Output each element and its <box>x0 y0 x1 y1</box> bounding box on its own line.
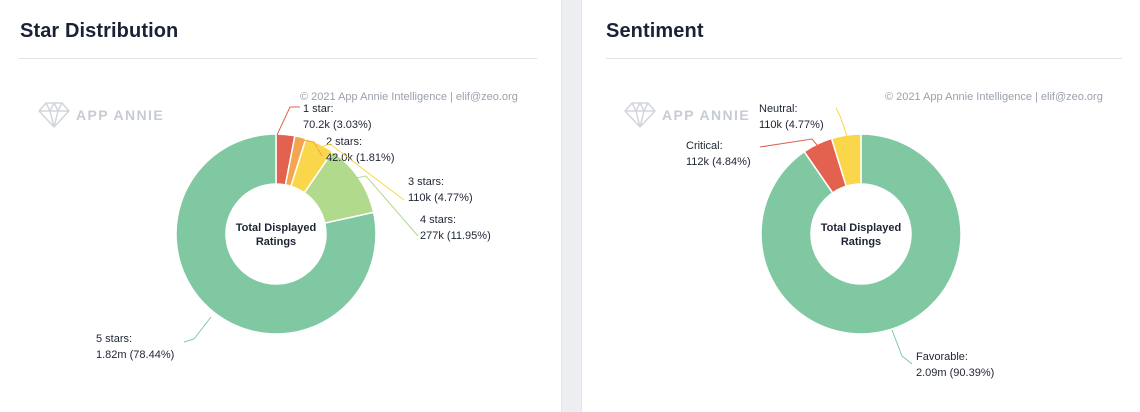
diamond-logo-icon <box>624 102 656 128</box>
leader-line-3-stars <box>314 143 405 201</box>
slice-labels: Favorable: 2.09m (90.39%) Critical: 112k (4… <box>686 103 994 379</box>
app-annie-watermark: APP ANNIE <box>38 100 164 130</box>
watermark-text: APP ANNIE <box>76 107 165 123</box>
star-distribution-card: Star Distribution APP ANNIE © 2021 App A… <box>0 0 562 412</box>
slice-label-4-stars: 4 stars: <box>420 214 456 226</box>
slice-label-neutral: Neutral: <box>759 103 798 115</box>
slice-5-stars[interactable] <box>175 133 377 335</box>
copyright-text: © 2021 App Annie Intelligence | elif@zeo… <box>300 91 518 103</box>
slice-value-1-star: 70.2k (3.03%) <box>303 119 371 131</box>
donut-slices <box>760 133 962 335</box>
card-title: Star Distribution <box>20 20 179 42</box>
copyright-text: © 2021 App Annie Intelligence | elif@zeo… <box>885 91 1103 103</box>
app-annie-watermark: APP ANNIE <box>624 100 750 130</box>
leader-line-5-stars <box>183 316 212 343</box>
leader-line-favorable <box>891 329 913 365</box>
slice-favorable[interactable] <box>760 133 962 335</box>
slice-neutral[interactable] <box>830 133 862 188</box>
slice-value-critical: 112k (4.84%) <box>686 156 751 168</box>
leader-line-2-stars <box>294 138 323 157</box>
divider <box>19 58 537 59</box>
slice-value-2-stars: 42.0k (1.81%) <box>326 152 394 164</box>
leader-line-4-stars <box>355 175 419 237</box>
slice-value-favorable: 2.09m (90.39%) <box>916 367 994 379</box>
leader-line-neutral <box>835 107 848 137</box>
sentiment-chart: Favorable: 2.09m (90.39%) Critical: 112k (4… <box>686 103 994 379</box>
sentiment-card: Sentiment APP ANNIE © 2021 App Annie Int… <box>581 0 1140 412</box>
star-distribution-chart: 1 star: 70.2k (3.03%) 2 stars: 42.0k (1.81%… <box>96 103 491 361</box>
center-label-line-2: Ratings <box>841 236 881 248</box>
slice-label-2-stars: 2 stars: <box>326 136 362 148</box>
slice-label-favorable: Favorable: <box>916 351 968 363</box>
center-label-line-1: Total Displayed <box>236 222 316 234</box>
center-label-line-1: Total Displayed <box>821 222 901 234</box>
diamond-logo-icon <box>38 102 70 128</box>
watermark-text: APP ANNIE <box>662 107 751 123</box>
leader-line-critical <box>759 138 818 148</box>
leader-line-1-star <box>276 106 300 136</box>
slice-label-3-stars: 3 stars: <box>408 176 444 188</box>
slice-value-3-stars: 110k (4.77%) <box>408 192 473 204</box>
slice-value-neutral: 110k (4.77%) <box>759 119 824 131</box>
slice-label-1-star: 1 star: <box>303 103 334 115</box>
divider <box>606 58 1122 59</box>
donut-slices <box>175 133 377 335</box>
card-title: Sentiment <box>606 20 704 42</box>
slice-label-critical: Critical: <box>686 140 723 152</box>
slice-value-5-stars: 1.82m (78.44%) <box>96 349 174 361</box>
slice-label-5-stars: 5 stars: <box>96 333 132 345</box>
slice-value-4-stars: 277k (11.95%) <box>420 230 491 242</box>
center-label-line-2: Ratings <box>256 236 296 248</box>
slice-labels: 1 star: 70.2k (3.03%) 2 stars: 42.0k (1.81%… <box>96 103 491 361</box>
